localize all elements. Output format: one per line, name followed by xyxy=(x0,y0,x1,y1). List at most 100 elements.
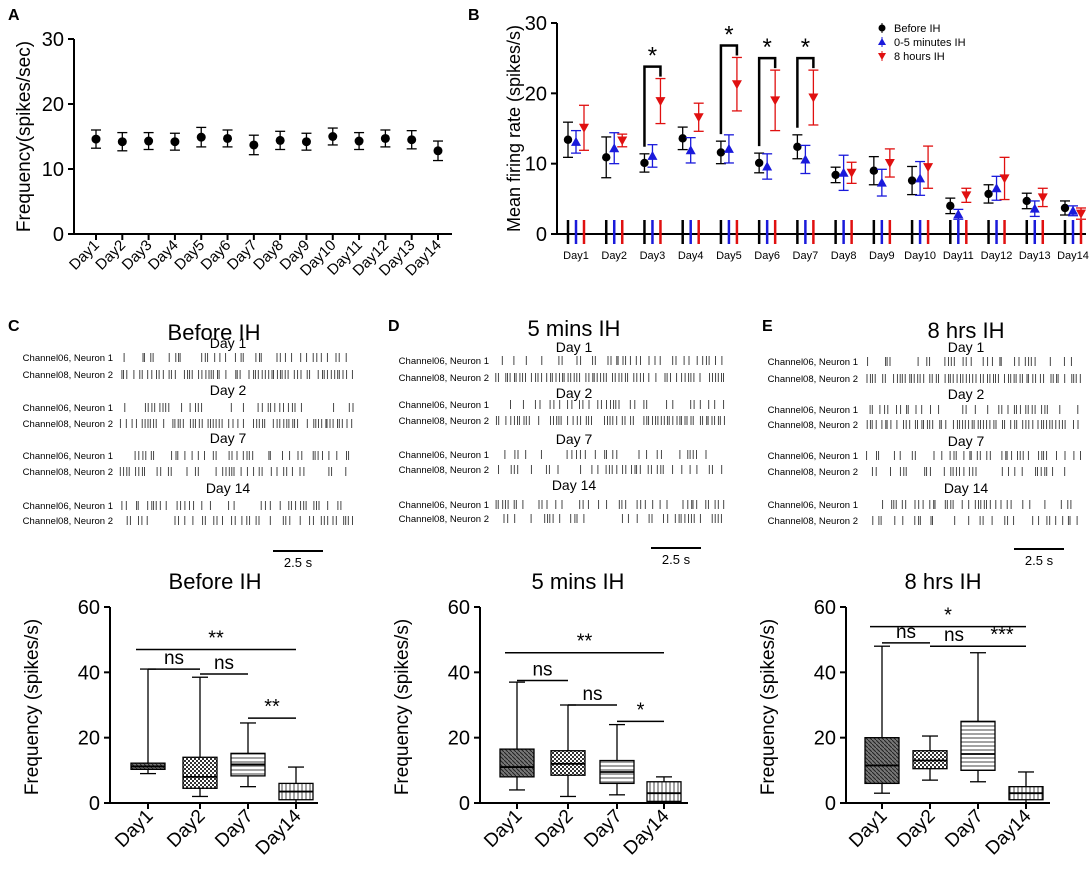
data-point xyxy=(117,137,127,147)
data-point xyxy=(731,80,742,90)
y-axis-title: Mean firing rate (spikes/s) xyxy=(504,25,524,232)
raster-row-label: Channel08, Neuron 2 xyxy=(23,516,113,527)
raster-row-label: Channel08, Neuron 2 xyxy=(23,419,113,430)
data-point xyxy=(433,146,443,156)
data-point xyxy=(838,167,849,177)
x-tick-label: Day7 xyxy=(224,237,261,274)
raster-day-label: Day 14 xyxy=(552,477,597,493)
data-point xyxy=(91,134,101,144)
x-tick-label: Day12 xyxy=(981,250,1013,262)
x-tick-label: Day10 xyxy=(904,250,936,262)
significance-label: ns xyxy=(214,653,234,674)
data-point xyxy=(1037,193,1048,203)
y-tick-label: 20 xyxy=(42,94,64,116)
x-tick-label: Day13 xyxy=(1019,250,1051,262)
data-point xyxy=(1068,205,1078,215)
data-point xyxy=(923,163,934,173)
data-point xyxy=(170,137,180,147)
data-point xyxy=(831,170,840,180)
y-tick-label: 0 xyxy=(53,224,64,246)
data-point xyxy=(655,97,666,107)
data-point xyxy=(946,201,955,211)
box xyxy=(182,756,218,789)
raster-row-label: Channel06, Neuron 1 xyxy=(768,451,858,462)
scale-bar-label: 2.5 s xyxy=(284,555,313,570)
y-tick-label: 20 xyxy=(525,83,547,105)
x-tick-label: Day14 xyxy=(1057,250,1089,262)
data-point xyxy=(223,133,233,143)
data-point xyxy=(196,132,206,142)
data-point xyxy=(754,158,764,168)
x-tick-label: Day2 xyxy=(163,806,209,852)
x-tick-label: Day1 xyxy=(66,237,103,274)
x-tick-label: Day2 xyxy=(531,806,577,852)
significance-bracket xyxy=(757,56,777,147)
y-tick-label: 20 xyxy=(78,728,100,750)
data-point xyxy=(249,140,259,150)
y-tick-label: 0 xyxy=(825,793,836,815)
x-tick-label: Day5 xyxy=(171,237,208,274)
panel-label: E xyxy=(762,318,773,335)
x-tick-label: Day11 xyxy=(943,250,974,262)
data-point xyxy=(999,174,1010,184)
raster-day-label: Day 1 xyxy=(556,339,593,355)
panel-label-b: B xyxy=(468,7,480,24)
significance-label: ** xyxy=(208,627,224,649)
raster-title: 8 hrs IH xyxy=(927,318,1004,343)
x-tick-label: Day6 xyxy=(198,237,235,274)
raster-day-label: Day 1 xyxy=(210,335,247,351)
data-point xyxy=(1022,196,1031,206)
x-tick-label: Day7 xyxy=(211,806,257,852)
data-point xyxy=(647,150,658,160)
data-point xyxy=(275,135,285,145)
raster-row-label: Channel08, Neuron 2 xyxy=(399,465,489,476)
y-tick-label: 10 xyxy=(42,159,64,181)
box xyxy=(960,720,996,771)
raster-title: Before IH xyxy=(168,320,261,345)
x-tick-label: Day8 xyxy=(831,250,857,262)
y-axis-title: Frequency (spikes/s) xyxy=(22,619,43,795)
legend-label: Before IH xyxy=(894,23,941,35)
data-point xyxy=(301,137,311,147)
data-point xyxy=(1076,209,1086,219)
data-point xyxy=(609,143,620,153)
legend-label: 8 hours IH xyxy=(894,51,945,63)
data-point xyxy=(571,136,581,146)
raster-row-label: Channel06, Neuron 1 xyxy=(399,450,489,461)
x-tick-label: Day1 xyxy=(111,806,157,852)
data-point xyxy=(617,136,628,146)
data-point xyxy=(991,183,1002,193)
y-axis-title: Frequency(spikes/sec) xyxy=(14,41,35,232)
raster-row-label: Channel06, Neuron 1 xyxy=(23,451,113,462)
x-tick-label: Day4 xyxy=(145,237,182,274)
raster-row-label: Channel06, Neuron 1 xyxy=(768,500,858,511)
raster-day-label: Day 14 xyxy=(206,480,251,496)
x-tick-label: Day14 xyxy=(982,805,1036,859)
raster-row-label: Channel06, Neuron 1 xyxy=(399,500,489,511)
boxplot-panels: Before IH 0 20 40 60 Frequency (spikes/s) Day1… xyxy=(22,569,1050,859)
y-tick-label: 60 xyxy=(78,597,100,619)
y-tick-label: 30 xyxy=(525,13,547,35)
data-point xyxy=(869,166,879,175)
data-point xyxy=(1060,203,1070,213)
raster-day-label: Day 7 xyxy=(948,433,985,449)
significance-label: * xyxy=(648,43,657,70)
raster-row-label: Channel08, Neuron 2 xyxy=(768,420,858,431)
raster-row-label: Channel06, Neuron 1 xyxy=(399,400,489,411)
data-point xyxy=(685,145,696,155)
scale-bar-label: 2.5 s xyxy=(662,552,691,567)
x-tick-label: Day14 xyxy=(252,805,306,859)
data-point xyxy=(961,191,972,201)
x-tick-label: Day1 xyxy=(845,806,891,852)
y-tick-label: 0 xyxy=(459,793,470,815)
y-axis-title: Frequency (spikes/s) xyxy=(392,619,413,795)
scale-bar-label: 2.5 s xyxy=(1025,553,1054,568)
legend-label: 0-5 minutes IH xyxy=(894,37,966,49)
y-tick-label: 60 xyxy=(448,597,470,619)
data-point xyxy=(602,153,611,162)
raster-row-label: Channel08, Neuron 2 xyxy=(768,467,858,478)
box xyxy=(646,781,682,803)
raster-day-label: Day 1 xyxy=(948,339,985,355)
